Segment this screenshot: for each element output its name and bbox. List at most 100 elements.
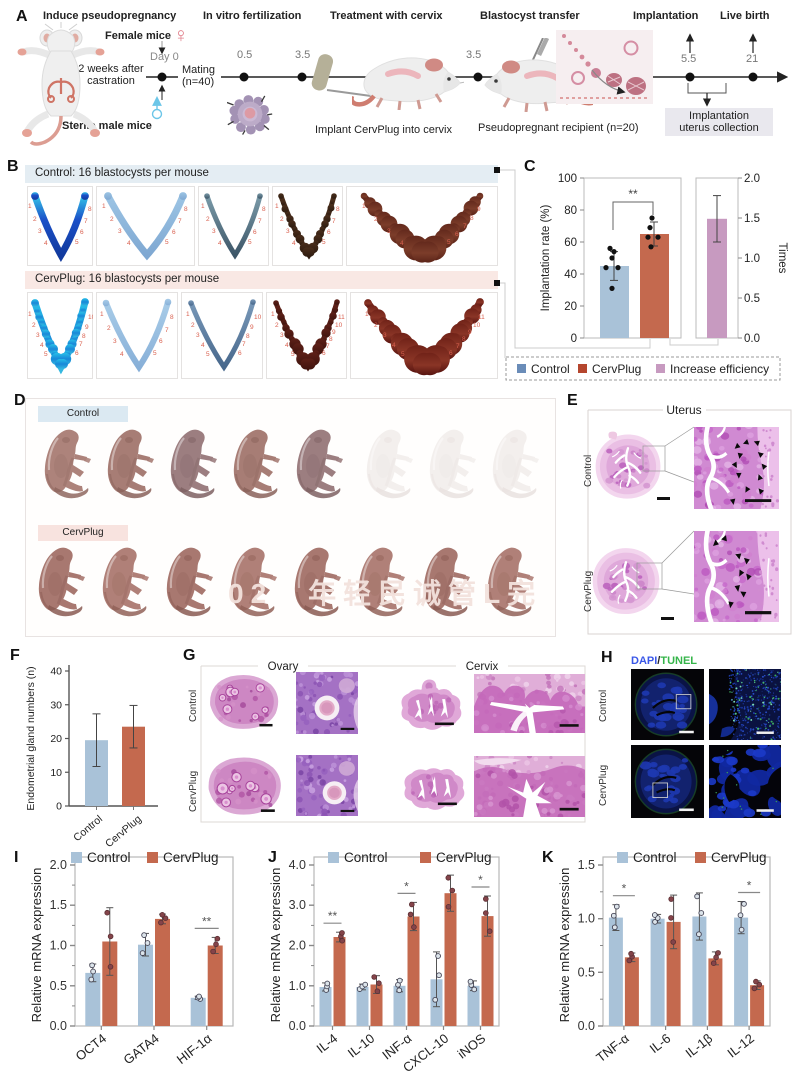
svg-text:4: 4 xyxy=(392,342,396,349)
svg-text:3: 3 xyxy=(113,338,117,345)
svg-text:40: 40 xyxy=(564,269,577,281)
svg-text:11: 11 xyxy=(338,314,345,321)
svg-text:0.5: 0.5 xyxy=(50,979,67,993)
svg-text:Endometrial gland numbers (n): Endometrial gland numbers (n) xyxy=(25,666,37,810)
svg-text:2.0: 2.0 xyxy=(289,939,306,953)
svg-text:CervPlug: CervPlug xyxy=(592,362,641,376)
svg-text:2: 2 xyxy=(191,322,195,329)
svg-text:5: 5 xyxy=(153,350,157,357)
svg-text:40: 40 xyxy=(50,666,62,678)
svg-text:7: 7 xyxy=(463,223,467,230)
svg-text:8: 8 xyxy=(170,314,174,321)
svg-text:5: 5 xyxy=(401,351,405,358)
svg-text:3: 3 xyxy=(212,228,216,235)
svg-text:6: 6 xyxy=(455,231,459,238)
svg-text:1: 1 xyxy=(28,203,32,210)
svg-text:100: 100 xyxy=(558,173,577,185)
svg-text:Control: Control xyxy=(71,813,105,844)
svg-text:2.0: 2.0 xyxy=(744,173,760,185)
svg-text:*: * xyxy=(747,879,752,893)
svg-text:20: 20 xyxy=(50,733,62,745)
svg-text:8: 8 xyxy=(462,336,466,343)
svg-text:3: 3 xyxy=(38,228,42,235)
svg-text:20: 20 xyxy=(564,301,577,313)
svg-text:Cervix: Cervix xyxy=(466,661,499,673)
svg-text:5: 5 xyxy=(248,239,252,246)
svg-text:2: 2 xyxy=(33,216,37,223)
svg-text:1.5: 1.5 xyxy=(50,898,67,912)
svg-text:3.5: 3.5 xyxy=(466,49,481,61)
svg-text:3: 3 xyxy=(118,228,122,235)
svg-text:1.0: 1.0 xyxy=(578,912,595,926)
svg-text:1.5: 1.5 xyxy=(578,858,595,872)
svg-text:7: 7 xyxy=(332,218,336,225)
svg-text:4: 4 xyxy=(44,240,48,247)
svg-text:8: 8 xyxy=(336,206,340,213)
svg-text:10: 10 xyxy=(50,767,62,779)
svg-text:2.0: 2.0 xyxy=(50,858,67,872)
svg-text:10: 10 xyxy=(254,314,262,321)
svg-text:6: 6 xyxy=(327,229,331,236)
svg-text:2: 2 xyxy=(275,322,279,329)
svg-text:1: 1 xyxy=(100,311,104,318)
svg-text:9: 9 xyxy=(468,329,472,336)
svg-text:7: 7 xyxy=(79,341,83,348)
svg-text:GATA4: GATA4 xyxy=(121,1031,162,1068)
svg-text:6: 6 xyxy=(75,350,79,357)
svg-text:*: * xyxy=(404,879,409,893)
svg-text:2: 2 xyxy=(110,216,114,223)
svg-text:IL-4: IL-4 xyxy=(313,1031,340,1057)
svg-text:iNOS: iNOS xyxy=(455,1030,489,1061)
svg-text:7: 7 xyxy=(258,218,262,225)
svg-text:Relative mRNA expression: Relative mRNA expression xyxy=(268,868,283,1023)
svg-text:7: 7 xyxy=(84,218,88,225)
svg-text:4: 4 xyxy=(400,240,404,247)
svg-text:2: 2 xyxy=(32,322,36,329)
svg-text:8: 8 xyxy=(329,336,333,343)
svg-text:1: 1 xyxy=(102,203,106,210)
svg-text:4: 4 xyxy=(127,240,131,247)
svg-text:21: 21 xyxy=(746,53,758,65)
svg-text:HIF-1α: HIF-1α xyxy=(174,1030,215,1067)
svg-text:3.0: 3.0 xyxy=(289,898,306,912)
svg-text:8: 8 xyxy=(82,333,86,340)
svg-text:Control: Control xyxy=(531,362,570,376)
svg-text:Control: Control xyxy=(633,850,677,865)
svg-text:8: 8 xyxy=(470,215,474,222)
svg-text:Control: Control xyxy=(344,850,388,865)
svg-text:7: 7 xyxy=(242,341,246,348)
svg-text:0.0: 0.0 xyxy=(289,1019,306,1033)
svg-text:*: * xyxy=(478,873,483,887)
svg-text:6: 6 xyxy=(172,229,176,236)
svg-text:0.0: 0.0 xyxy=(744,333,760,345)
svg-text:TNF-α: TNF-α xyxy=(593,1030,632,1065)
svg-text:5: 5 xyxy=(322,239,326,246)
svg-text:1: 1 xyxy=(275,203,279,210)
svg-text:CervPlug: CervPlug xyxy=(711,850,767,865)
svg-text:3: 3 xyxy=(280,332,284,339)
svg-text:*: * xyxy=(622,882,627,896)
svg-text:5: 5 xyxy=(165,239,169,246)
svg-text:0: 0 xyxy=(56,801,62,813)
svg-text:**: ** xyxy=(328,909,338,923)
svg-text:Day 0: Day 0 xyxy=(150,51,179,63)
svg-text:**: ** xyxy=(202,914,212,928)
svg-text:3: 3 xyxy=(286,228,290,235)
svg-text:3: 3 xyxy=(383,332,387,339)
svg-text:1.0: 1.0 xyxy=(289,979,306,993)
svg-text:1: 1 xyxy=(271,311,275,318)
svg-text:5: 5 xyxy=(44,351,48,358)
svg-text:4: 4 xyxy=(40,342,44,349)
svg-text:30: 30 xyxy=(50,699,62,711)
svg-text:10: 10 xyxy=(335,322,343,329)
svg-text:1: 1 xyxy=(201,203,205,210)
svg-text:7: 7 xyxy=(165,327,169,334)
svg-text:4: 4 xyxy=(285,342,289,349)
svg-text:IL-12: IL-12 xyxy=(724,1031,757,1061)
svg-text:1.0: 1.0 xyxy=(50,939,67,953)
svg-text:1: 1 xyxy=(362,203,366,210)
svg-text:3: 3 xyxy=(196,332,200,339)
svg-text:Relative mRNA expression: Relative mRNA expression xyxy=(557,868,572,1023)
svg-text:4: 4 xyxy=(201,342,205,349)
svg-text:2: 2 xyxy=(280,216,284,223)
